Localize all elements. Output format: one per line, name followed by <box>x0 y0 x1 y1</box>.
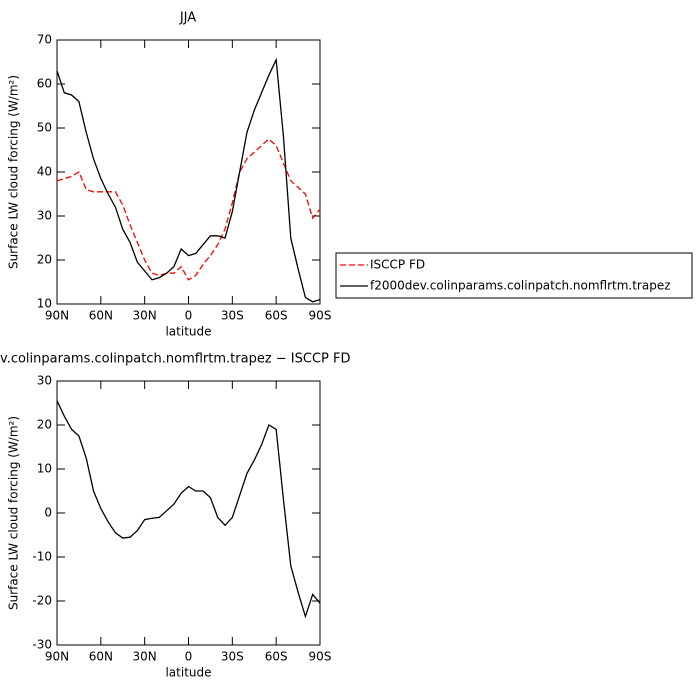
data-line <box>56 400 321 619</box>
x-tick-label: 30S <box>221 650 244 664</box>
chart-title: JJA <box>179 11 196 26</box>
y-tick-label: -30 <box>32 638 52 652</box>
data-line <box>56 57 321 303</box>
y-tick-label: -20 <box>32 594 52 608</box>
y-tick-label: 40 <box>37 165 52 179</box>
legend-label: ISCCP FD <box>370 258 425 272</box>
y-axis-label: Surface LW cloud forcing (W/m²) <box>7 75 21 269</box>
y-tick-label: 50 <box>37 121 52 135</box>
y-tick-label: 20 <box>37 253 52 267</box>
x-tick-label: 30N <box>133 650 157 664</box>
x-tick-label: 60S <box>265 309 288 323</box>
y-tick-label: 10 <box>37 297 52 311</box>
x-tick-label: 60N <box>89 650 113 664</box>
x-tick-label: 60S <box>265 650 288 664</box>
y-axis-label: Surface LW cloud forcing (W/m²) <box>7 416 21 610</box>
x-tick-label: 90S <box>309 650 332 664</box>
data-line <box>56 138 321 281</box>
x-tick-label: 60N <box>89 309 113 323</box>
y-tick-label: 30 <box>37 209 52 223</box>
chart-title: v.colinparams.colinpatch.nomflrtm.trapez… <box>0 352 351 367</box>
plot-frame <box>56 380 321 646</box>
y-tick-label: 10 <box>37 462 52 476</box>
x-axis-label: latitude <box>165 666 211 680</box>
x-tick-label: 0 <box>185 309 193 323</box>
x-tick-label: 0 <box>185 650 193 664</box>
y-tick-label: 30 <box>37 374 52 388</box>
x-tick-label: 30N <box>133 309 157 323</box>
x-tick-label: 30S <box>221 309 244 323</box>
x-tick-label: 90N <box>45 650 69 664</box>
legend-box <box>335 252 693 299</box>
plot-frame <box>56 39 321 305</box>
x-tick-label: 90N <box>45 309 69 323</box>
y-tick-label: -10 <box>32 550 52 564</box>
y-tick-label: 0 <box>44 506 52 520</box>
y-tick-label: 70 <box>37 33 52 47</box>
x-axis-label: latitude <box>165 325 211 339</box>
y-tick-label: 60 <box>37 77 52 91</box>
y-tick-label: 20 <box>37 418 52 432</box>
legend-label: f2000dev.colinparams.colinpatch.nomflrtm… <box>370 279 671 293</box>
x-tick-label: 90S <box>309 309 332 323</box>
